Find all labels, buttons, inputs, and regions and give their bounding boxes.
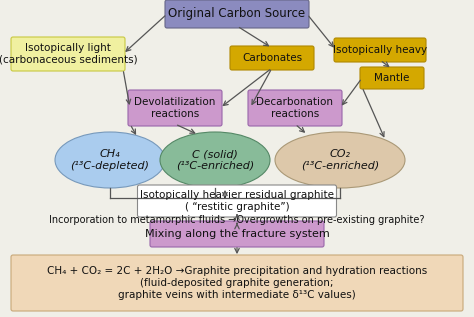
Ellipse shape <box>55 132 165 188</box>
FancyBboxPatch shape <box>128 90 222 126</box>
FancyBboxPatch shape <box>11 255 463 311</box>
Text: Incorporation to metamorphic fluids →Overgrowths on pre-existing graphite?: Incorporation to metamorphic fluids →Ove… <box>49 215 425 225</box>
Text: Isotopically heavy: Isotopically heavy <box>333 45 427 55</box>
Text: Mantle: Mantle <box>374 73 410 83</box>
Text: Decarbonation
reactions: Decarbonation reactions <box>256 97 334 119</box>
FancyBboxPatch shape <box>230 46 314 70</box>
Text: Isotopically light
(carbonaceous sediments): Isotopically light (carbonaceous sedimen… <box>0 43 137 65</box>
FancyBboxPatch shape <box>334 38 426 62</box>
Ellipse shape <box>160 132 270 188</box>
Text: Original Carbon Source: Original Carbon Source <box>168 8 306 21</box>
Text: C (solid)
(¹³C-enriched): C (solid) (¹³C-enriched) <box>176 149 254 171</box>
Text: Isotopically heavier residual graphite
( “restitic graphite”): Isotopically heavier residual graphite (… <box>140 190 334 212</box>
FancyBboxPatch shape <box>150 221 324 247</box>
FancyBboxPatch shape <box>165 0 309 28</box>
FancyBboxPatch shape <box>11 37 125 71</box>
FancyBboxPatch shape <box>360 67 424 89</box>
Text: CO₂
(¹³C-enriched): CO₂ (¹³C-enriched) <box>301 149 379 171</box>
Text: CH₄ + CO₂ = 2C + 2H₂O →Graphite precipitation and hydration reactions
(fluid-dep: CH₄ + CO₂ = 2C + 2H₂O →Graphite precipit… <box>47 266 427 300</box>
Ellipse shape <box>275 132 405 188</box>
Text: Carbonates: Carbonates <box>242 53 302 63</box>
FancyBboxPatch shape <box>137 185 337 217</box>
Text: CH₄
(¹³C-depleted): CH₄ (¹³C-depleted) <box>71 149 149 171</box>
Text: Mixing along the fracture system: Mixing along the fracture system <box>145 229 329 239</box>
FancyBboxPatch shape <box>248 90 342 126</box>
Text: Devolatilization
reactions: Devolatilization reactions <box>134 97 216 119</box>
